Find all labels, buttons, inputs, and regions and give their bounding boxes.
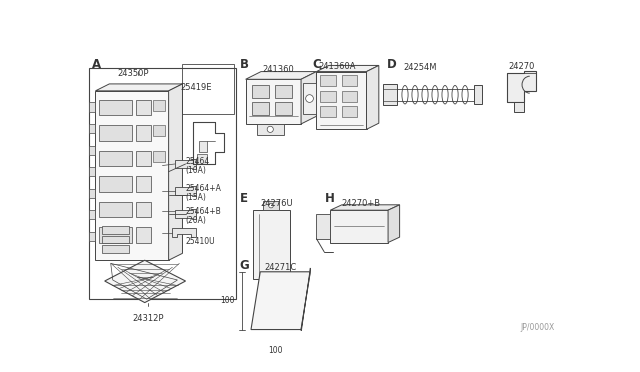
Polygon shape bbox=[197, 154, 207, 164]
Polygon shape bbox=[388, 205, 399, 243]
Text: 100: 100 bbox=[221, 296, 235, 305]
Polygon shape bbox=[342, 91, 357, 102]
Text: 100: 100 bbox=[268, 346, 283, 356]
Polygon shape bbox=[275, 102, 292, 115]
Polygon shape bbox=[330, 210, 388, 243]
Polygon shape bbox=[105, 260, 186, 302]
Text: A: A bbox=[92, 58, 102, 71]
Text: 24254M: 24254M bbox=[403, 63, 437, 72]
Polygon shape bbox=[263, 201, 279, 210]
Polygon shape bbox=[136, 151, 151, 166]
Polygon shape bbox=[102, 235, 129, 243]
Polygon shape bbox=[153, 151, 164, 162]
Polygon shape bbox=[342, 106, 357, 117]
Polygon shape bbox=[474, 86, 482, 104]
Text: 24350P: 24350P bbox=[118, 69, 149, 78]
Text: 25410U: 25410U bbox=[186, 237, 215, 246]
Text: E: E bbox=[239, 192, 248, 205]
Polygon shape bbox=[168, 84, 182, 260]
Polygon shape bbox=[90, 145, 95, 155]
Bar bbox=[90, 68, 236, 299]
Polygon shape bbox=[200, 141, 207, 153]
Polygon shape bbox=[90, 232, 95, 241]
Polygon shape bbox=[246, 79, 301, 124]
Polygon shape bbox=[136, 125, 151, 141]
Text: (20A): (20A) bbox=[186, 217, 207, 225]
Polygon shape bbox=[153, 100, 164, 111]
Polygon shape bbox=[102, 226, 129, 234]
Text: 25419E: 25419E bbox=[180, 83, 212, 92]
Polygon shape bbox=[320, 106, 336, 117]
Polygon shape bbox=[90, 102, 95, 112]
Text: 25464: 25464 bbox=[186, 157, 210, 166]
Text: (15A): (15A) bbox=[186, 193, 207, 202]
Circle shape bbox=[267, 126, 273, 132]
Polygon shape bbox=[136, 100, 151, 115]
Polygon shape bbox=[251, 272, 310, 330]
Text: 241360A: 241360A bbox=[319, 62, 356, 71]
Polygon shape bbox=[95, 91, 168, 260]
Polygon shape bbox=[175, 186, 196, 196]
Polygon shape bbox=[367, 65, 379, 129]
Text: 24276U: 24276U bbox=[260, 199, 293, 208]
Polygon shape bbox=[99, 100, 132, 115]
Polygon shape bbox=[99, 176, 132, 192]
Polygon shape bbox=[320, 91, 336, 102]
Text: JP/0000X: JP/0000X bbox=[520, 323, 555, 332]
Polygon shape bbox=[90, 167, 95, 176]
Polygon shape bbox=[136, 176, 151, 192]
Polygon shape bbox=[515, 102, 524, 112]
Polygon shape bbox=[90, 210, 95, 219]
Text: 24271C: 24271C bbox=[264, 263, 296, 272]
Text: 24270: 24270 bbox=[508, 62, 534, 71]
Polygon shape bbox=[257, 124, 284, 135]
Polygon shape bbox=[252, 86, 269, 98]
Circle shape bbox=[269, 282, 273, 286]
Polygon shape bbox=[99, 125, 132, 141]
Text: H: H bbox=[325, 192, 335, 205]
Text: G: G bbox=[239, 259, 249, 272]
Polygon shape bbox=[316, 65, 379, 71]
Polygon shape bbox=[330, 205, 399, 210]
Polygon shape bbox=[342, 76, 357, 86]
Polygon shape bbox=[175, 158, 196, 169]
Polygon shape bbox=[383, 84, 397, 106]
Polygon shape bbox=[263, 279, 279, 289]
Polygon shape bbox=[175, 209, 196, 219]
Polygon shape bbox=[320, 76, 336, 86]
Polygon shape bbox=[301, 71, 316, 124]
Circle shape bbox=[306, 95, 314, 102]
Polygon shape bbox=[172, 228, 196, 237]
Polygon shape bbox=[90, 189, 95, 198]
Polygon shape bbox=[507, 71, 536, 102]
Polygon shape bbox=[246, 71, 316, 79]
Polygon shape bbox=[316, 214, 330, 239]
Text: 24270+B: 24270+B bbox=[342, 199, 381, 208]
Bar bbox=[182, 64, 234, 114]
Text: B: B bbox=[239, 58, 248, 71]
Polygon shape bbox=[99, 151, 132, 166]
Polygon shape bbox=[153, 125, 164, 136]
Text: 25464+B: 25464+B bbox=[186, 207, 221, 216]
Polygon shape bbox=[252, 102, 269, 115]
Text: 25464+A: 25464+A bbox=[186, 184, 221, 193]
Text: 241360: 241360 bbox=[262, 65, 294, 74]
Polygon shape bbox=[99, 202, 132, 217]
Text: C: C bbox=[312, 58, 321, 71]
Polygon shape bbox=[136, 202, 151, 217]
Polygon shape bbox=[99, 227, 132, 243]
Polygon shape bbox=[303, 83, 316, 114]
Text: 24312P: 24312P bbox=[132, 314, 164, 323]
Polygon shape bbox=[301, 268, 310, 333]
Text: (10A): (10A) bbox=[186, 166, 207, 175]
Polygon shape bbox=[102, 245, 129, 253]
Polygon shape bbox=[90, 124, 95, 133]
Polygon shape bbox=[253, 210, 289, 279]
Polygon shape bbox=[136, 227, 151, 243]
Polygon shape bbox=[275, 86, 292, 98]
Circle shape bbox=[269, 203, 273, 208]
Polygon shape bbox=[95, 84, 182, 91]
Text: D: D bbox=[387, 58, 397, 71]
Polygon shape bbox=[316, 71, 367, 129]
